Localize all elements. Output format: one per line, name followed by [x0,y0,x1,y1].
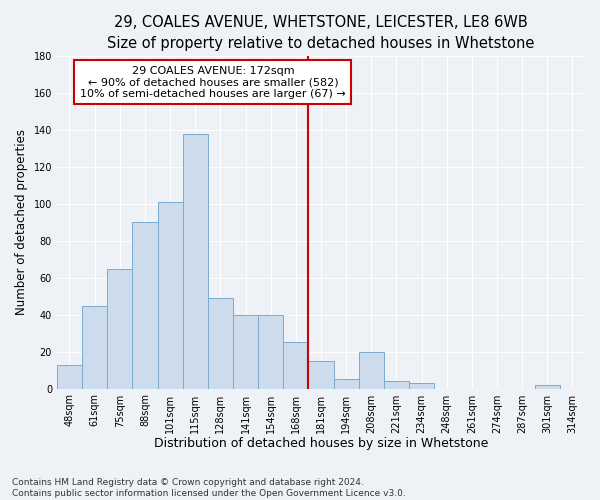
Bar [158,202,182,388]
Y-axis label: Number of detached properties: Number of detached properties [15,130,28,316]
Bar [133,222,158,388]
Bar [535,385,560,388]
Text: 29 COALES AVENUE: 172sqm
← 90% of detached houses are smaller (582)
10% of semi-: 29 COALES AVENUE: 172sqm ← 90% of detach… [80,66,346,99]
Bar [258,315,283,388]
Bar [283,342,308,388]
Bar [208,298,233,388]
Bar [57,364,82,388]
X-axis label: Distribution of detached houses by size in Whetstone: Distribution of detached houses by size … [154,437,488,450]
Bar [384,381,409,388]
Bar [308,361,334,388]
Bar [82,306,107,388]
Title: 29, COALES AVENUE, WHETSTONE, LEICESTER, LE8 6WB
Size of property relative to de: 29, COALES AVENUE, WHETSTONE, LEICESTER,… [107,15,535,51]
Bar [334,380,359,388]
Text: Contains HM Land Registry data © Crown copyright and database right 2024.
Contai: Contains HM Land Registry data © Crown c… [12,478,406,498]
Bar [409,383,434,388]
Bar [233,315,258,388]
Bar [182,134,208,388]
Bar [359,352,384,389]
Bar [107,268,133,388]
